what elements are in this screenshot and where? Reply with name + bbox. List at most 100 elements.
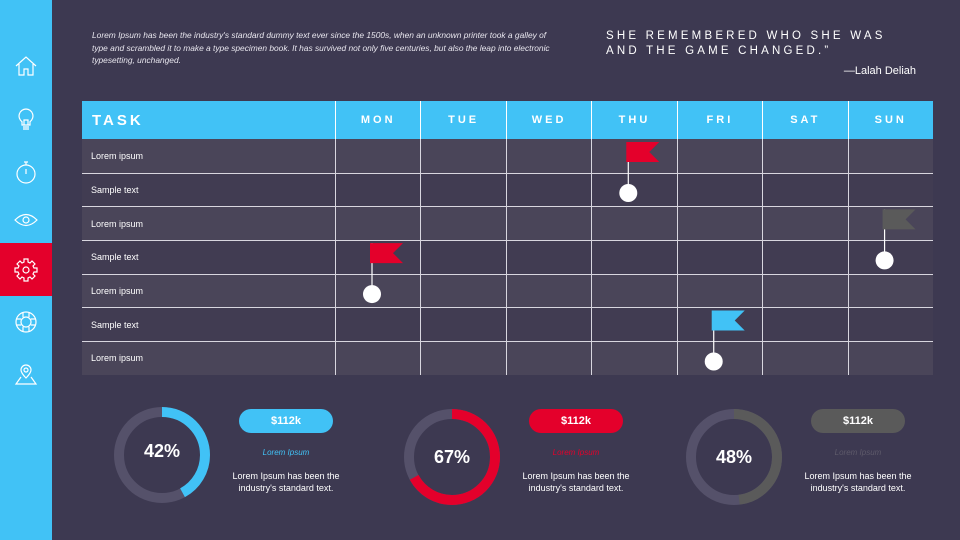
day-cell[interactable] — [591, 342, 676, 375]
stopwatch-icon — [16, 161, 36, 184]
table-row: Sample text — [82, 172, 933, 207]
percent-label: 42% — [143, 441, 181, 461]
header-sun: SUN — [847, 101, 933, 139]
day-cell[interactable] — [762, 342, 847, 375]
map-pin-icon — [14, 364, 38, 385]
quote-author: —Lalah Deliah — [843, 65, 916, 77]
amount-pill: $112k — [811, 409, 905, 433]
day-cell[interactable] — [591, 308, 676, 342]
day-cell[interactable] — [847, 173, 933, 207]
table-row: Sample text — [82, 307, 933, 342]
day-cell[interactable] — [505, 207, 591, 241]
stat-description: Lorem Ipsum has been the industry's stan… — [232, 471, 340, 493]
eye-icon — [14, 213, 38, 227]
day-cell[interactable] — [505, 173, 591, 207]
table-row: Lorem ipsum — [82, 341, 933, 375]
day-cell[interactable] — [591, 241, 676, 274]
header-tue: TUE — [420, 101, 505, 139]
day-cell[interactable] — [847, 274, 933, 308]
task-label: Lorem ipsum — [91, 218, 144, 229]
nav-settings[interactable] — [0, 243, 52, 296]
sidebar — [0, 0, 52, 540]
day-cell[interactable] — [676, 274, 762, 308]
day-cell[interactable] — [676, 241, 762, 274]
day-cell[interactable] — [762, 173, 847, 207]
day-cell[interactable] — [762, 274, 847, 308]
quote: SHE REMEMBERED WHO SHE WAS AND THE GAME … — [606, 29, 886, 59]
amount-pill: $112k — [239, 409, 333, 433]
day-cell[interactable] — [847, 342, 933, 375]
day-cell[interactable] — [420, 173, 505, 207]
day-cell[interactable] — [335, 139, 420, 173]
day-cell[interactable] — [335, 207, 420, 241]
task-label: Lorem ipsum — [91, 286, 144, 297]
day-cell[interactable] — [847, 241, 933, 274]
day-cell[interactable] — [847, 139, 933, 173]
day-cell[interactable] — [335, 342, 420, 375]
nav-timer[interactable] — [0, 146, 52, 198]
percent-label: 67% — [433, 447, 471, 467]
day-cell[interactable] — [676, 139, 762, 173]
day-cell[interactable] — [505, 342, 591, 375]
task-label: Sample text — [91, 185, 139, 196]
task-label: Lorem ipsum — [91, 353, 144, 364]
day-cell[interactable] — [591, 207, 676, 241]
quote-line-2: AND THE GAME CHANGED.” — [606, 45, 832, 57]
day-cell[interactable] — [335, 241, 420, 274]
nav-ideas[interactable] — [0, 93, 52, 145]
day-cell[interactable] — [420, 207, 505, 241]
day-cell[interactable] — [591, 173, 676, 207]
header-mon: MON — [335, 101, 420, 139]
table-row: Lorem ipsum — [82, 206, 933, 241]
day-cell[interactable] — [420, 241, 505, 274]
nav-support[interactable] — [0, 296, 52, 348]
day-cell[interactable] — [505, 139, 591, 173]
day-cell[interactable] — [591, 139, 676, 173]
day-cell[interactable] — [420, 342, 505, 375]
day-cell[interactable] — [505, 274, 591, 308]
lightbulb-icon — [18, 108, 34, 130]
nav-home[interactable] — [0, 40, 52, 92]
nav-location[interactable] — [0, 349, 52, 401]
progress-donut — [686, 409, 782, 505]
stat-description: Lorem Ipsum has been the industry's stan… — [522, 471, 630, 493]
day-cell[interactable] — [762, 207, 847, 241]
day-cell[interactable] — [676, 342, 762, 375]
day-cell[interactable] — [335, 173, 420, 207]
day-cell[interactable] — [505, 308, 591, 342]
lifebuoy-icon — [15, 311, 37, 333]
stat-subtitle: Lorem Ipsum — [262, 448, 310, 457]
header-task: TASK — [92, 111, 144, 129]
task-label: Sample text — [91, 252, 139, 263]
task-label: Lorem ipsum — [91, 150, 144, 161]
table-row: Sample text — [82, 240, 933, 274]
stat-subtitle: Lorem Ipsum — [834, 448, 882, 457]
day-cell[interactable] — [676, 173, 762, 207]
percent-label: 48% — [715, 447, 753, 467]
day-cell[interactable] — [420, 274, 505, 308]
intro-text: Lorem Ipsum has been the industry's stan… — [92, 30, 550, 65]
header-wed: WED — [505, 101, 591, 139]
header-fri: FRI — [676, 101, 762, 139]
day-cell[interactable] — [847, 207, 933, 241]
day-cell[interactable] — [420, 139, 505, 173]
progress-donut — [404, 409, 500, 505]
header-sat: SAT — [762, 101, 847, 139]
schedule-table: TASK MON TUE WED THU FRI SAT SUN Lorem i… — [82, 101, 933, 375]
day-cell[interactable] — [591, 274, 676, 308]
day-cell[interactable] — [335, 308, 420, 342]
day-cell[interactable] — [762, 308, 847, 342]
day-cell[interactable] — [762, 241, 847, 274]
day-cell[interactable] — [335, 274, 420, 308]
stat-description: Lorem Ipsum has been the industry's stan… — [804, 471, 912, 493]
day-cell[interactable] — [847, 308, 933, 342]
day-cell[interactable] — [505, 241, 591, 274]
day-cell[interactable] — [676, 308, 762, 342]
nav-view[interactable] — [0, 194, 52, 246]
day-cell[interactable] — [762, 139, 847, 173]
gear-icon — [14, 257, 38, 282]
day-cell[interactable] — [676, 207, 762, 241]
table-header: TASK MON TUE WED THU FRI SAT SUN — [82, 101, 933, 139]
day-cell[interactable] — [420, 308, 505, 342]
header-thu: THU — [591, 101, 676, 139]
